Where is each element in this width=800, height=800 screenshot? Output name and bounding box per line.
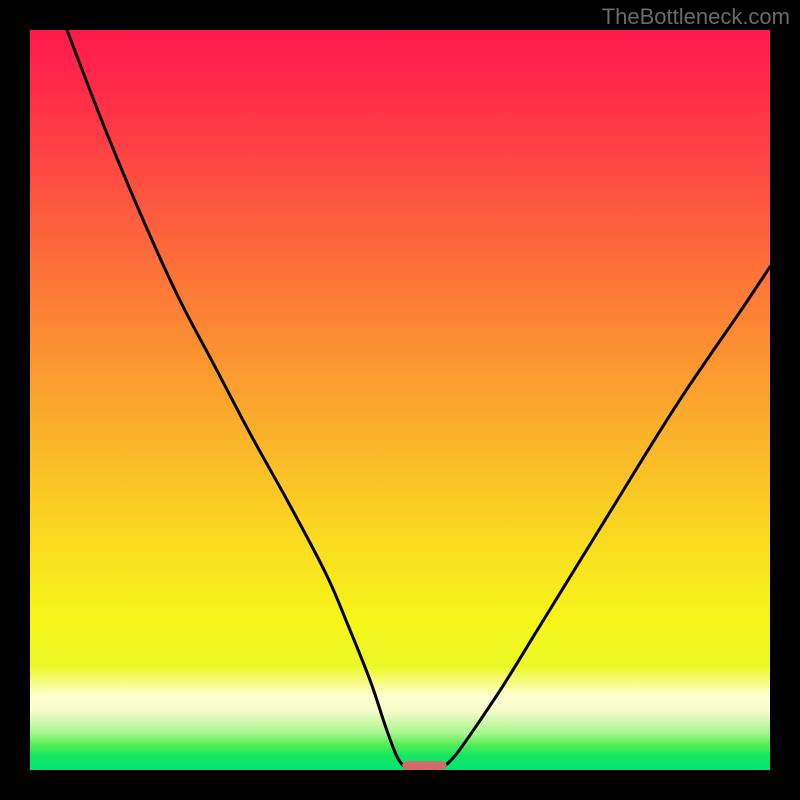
plot-area [30, 30, 770, 770]
watermark-text: TheBottleneck.com [602, 4, 790, 30]
optimal-marker [402, 761, 446, 770]
curve-layer [30, 30, 770, 770]
bottleneck-curve [67, 30, 770, 766]
chart-container: TheBottleneck.com [0, 0, 800, 800]
